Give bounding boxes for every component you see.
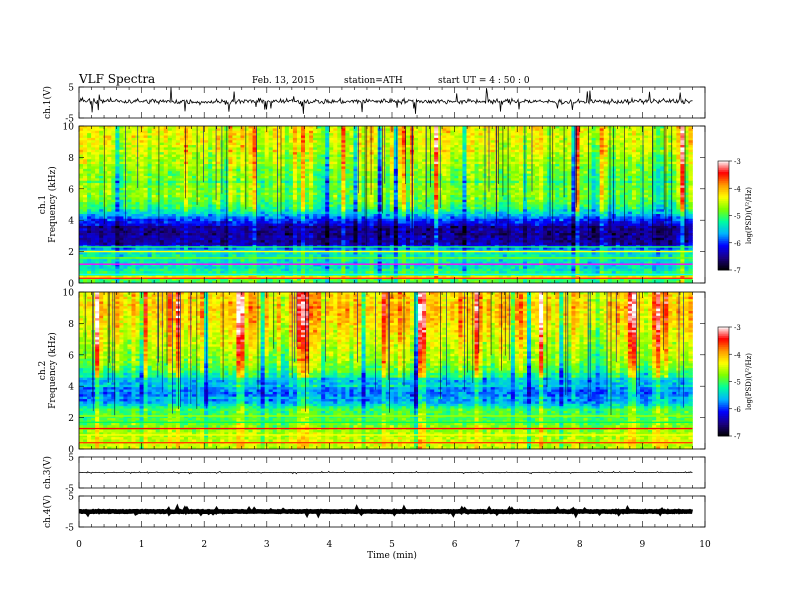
y-tick-label: 8 <box>68 154 74 164</box>
y-tick-label: 6 <box>68 185 74 195</box>
y-axis-label: ch.1 <box>38 195 48 214</box>
y-axis-label: ch.1(V) <box>42 86 53 119</box>
x-tick-label: 6 <box>452 540 458 550</box>
x-tick-label: 1 <box>139 540 145 550</box>
colorbar-tick-label: -4 <box>734 185 741 193</box>
colorbar-tick-label: -5 <box>734 213 741 221</box>
colorbar-layer: -7 -6 -5 -4 -3 log(PSD)(V²/Hz) -7 -6 -5 -4 -3 log(P… <box>718 158 753 441</box>
ch4-waveform <box>79 510 693 514</box>
colorbar-tick-label: -7 <box>734 433 741 441</box>
header-station: station=ATH <box>344 76 403 86</box>
x-tick-label: 9 <box>640 540 646 550</box>
figure-title: VLF Spectra <box>78 72 155 86</box>
x-axis-label: Time (min) <box>367 550 417 561</box>
colorbar-tick-label: -4 <box>734 351 741 359</box>
colorbar-tick-label: -6 <box>734 240 741 248</box>
colorbar-label: log(PSD)(V²/Hz) <box>745 187 753 244</box>
colorbar-tick-label: -3 <box>734 158 741 166</box>
y-tick-label: 10 <box>63 123 75 133</box>
y-tick-label: 2 <box>68 414 74 424</box>
y-tick-label: -5 <box>65 524 74 534</box>
ch3-waveform <box>79 471 693 473</box>
y-axis-label: Frequency (kHz) <box>47 166 58 243</box>
y-tick-label: 8 <box>68 320 74 330</box>
colorbar-ch2: -7 -6 -5 -4 -3 log(PSD)(V²/Hz) <box>718 324 753 441</box>
colorbar-tick-label: -3 <box>734 324 741 332</box>
x-tick-label: 0 <box>76 540 82 550</box>
colorbar-tick-label: -7 <box>734 267 741 275</box>
x-tick-label: 7 <box>514 540 520 550</box>
vlf-spectra-page: VLF Spectra Feb. 13, 2015 station=ATH st… <box>0 0 792 612</box>
spectrogram-ch1 <box>79 126 693 283</box>
header-start-time: start UT = 4 : 50 : 0 <box>438 76 530 86</box>
y-tick-label: 4 <box>68 217 74 227</box>
y-axis-label: ch.3(V) <box>42 456 53 489</box>
y-tick-label: 5 <box>68 84 74 94</box>
header-date: Feb. 13, 2015 <box>252 76 315 86</box>
y-tick-label: 5 <box>68 493 74 503</box>
x-tick-label: 5 <box>389 540 395 550</box>
colorbar-ch1: -7 -6 -5 -4 -3 log(PSD)(V²/Hz) <box>718 158 753 275</box>
vlf-spectra-figure: VLF Spectra Feb. 13, 2015 station=ATH st… <box>0 0 792 612</box>
y-tick-label: 5 <box>68 454 74 464</box>
x-tick-label: 3 <box>264 540 270 550</box>
ch1-waveform <box>79 88 693 114</box>
x-tick-label: 8 <box>577 540 583 550</box>
colorbar-tick-label: -5 <box>734 379 741 387</box>
y-axis-label: ch.4(V) <box>42 495 53 528</box>
y-tick-label: 4 <box>68 383 74 393</box>
spectrogram-ch2 <box>79 292 693 449</box>
y-tick-label: 10 <box>63 289 75 299</box>
colorbar-label: log(PSD)(V²/Hz) <box>745 353 753 410</box>
y-tick-label: 6 <box>68 351 74 361</box>
spectrogram-layer <box>79 126 693 449</box>
x-tick-label: 2 <box>201 540 207 550</box>
y-tick-label: 2 <box>68 248 74 258</box>
y-axis-label: ch.2 <box>38 361 48 380</box>
x-tick-label: 4 <box>327 540 333 550</box>
x-tick-label: 10 <box>699 540 711 550</box>
y-axis-label: Frequency (kHz) <box>47 332 58 409</box>
colorbar-tick-label: -6 <box>734 406 741 414</box>
